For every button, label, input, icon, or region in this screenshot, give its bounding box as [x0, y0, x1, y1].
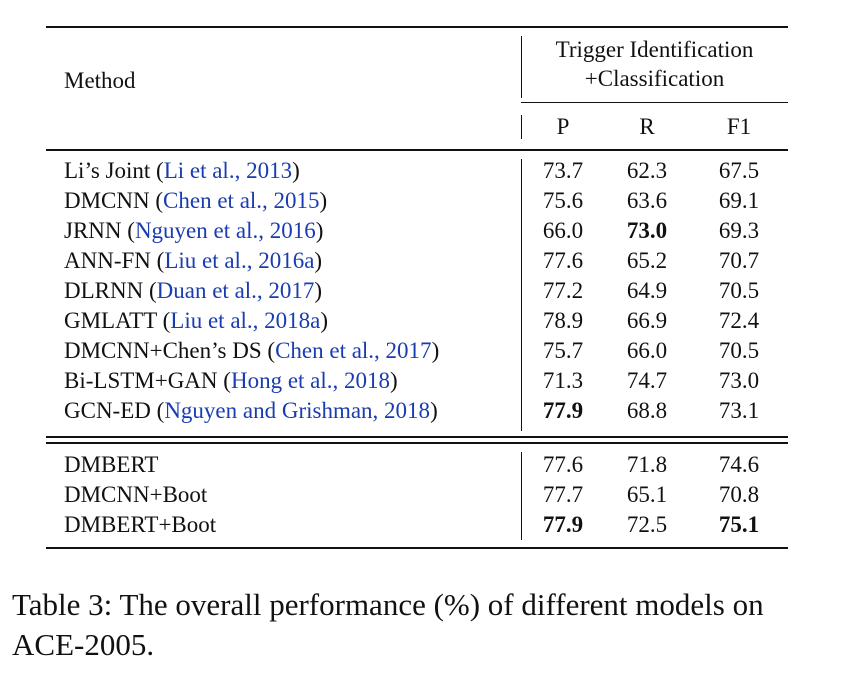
citation-link[interactable]: Duan et al., 2017	[156, 278, 315, 303]
p-value: 75.7	[542, 338, 584, 363]
method-header: Method	[64, 68, 136, 93]
method-cell: ANN-FN (Liu et al., 2016a)	[64, 248, 323, 273]
group-header-line1: Trigger Identification	[555, 37, 754, 62]
f1-value: 70.5	[718, 338, 760, 363]
p-value-best: 77.9	[542, 398, 584, 423]
p-value: 77.6	[542, 452, 584, 477]
f1-value: 70.5	[718, 278, 760, 303]
r-value: 72.5	[626, 512, 668, 537]
p-value: 75.6	[542, 188, 584, 213]
subheader-vline	[521, 115, 522, 139]
r-value: 66.9	[626, 308, 668, 333]
p-value: 77.6	[542, 248, 584, 273]
r-value: 65.2	[626, 248, 668, 273]
citation-link[interactable]: Hong et al., 2018	[230, 368, 391, 393]
col-header-p: P	[556, 114, 570, 139]
f1-value: 70.8	[718, 482, 760, 507]
citation-link[interactable]: Chen et al., 2015	[163, 188, 320, 213]
method-cell: DMCNN+Boot	[64, 482, 208, 507]
r-value: 68.8	[626, 398, 668, 423]
p-value: 78.9	[542, 308, 584, 333]
group-header-line2: +Classification	[584, 66, 725, 91]
p-value: 66.0	[542, 218, 584, 243]
method-cell: DMBERT+Boot	[64, 512, 217, 537]
citation-link[interactable]: Chen et al., 2017	[275, 338, 432, 363]
method-cell: DMBERT	[64, 452, 159, 477]
citation-link[interactable]: Nguyen et al., 2016	[134, 218, 316, 243]
r-value: 66.0	[626, 338, 668, 363]
group-header-underline	[521, 102, 788, 103]
col-header-f1: F1	[726, 114, 752, 139]
p-value: 73.7	[542, 158, 584, 183]
f1-value-best: 75.1	[718, 512, 760, 537]
f1-value: 69.3	[718, 218, 760, 243]
bottom-rule	[46, 547, 788, 549]
group1-vline	[521, 159, 522, 431]
col-header-r: R	[639, 114, 655, 139]
r-value-best: 73.0	[626, 218, 668, 243]
r-value: 71.8	[626, 452, 668, 477]
citation-link[interactable]: Liu et al., 2016a	[164, 248, 315, 273]
method-cell: Li’s Joint (Li et al., 2013)	[64, 158, 300, 183]
citation-link[interactable]: Li et al., 2013	[163, 158, 293, 183]
p-value-best: 77.9	[542, 512, 584, 537]
top-rule	[46, 26, 788, 28]
f1-value: 73.1	[718, 398, 760, 423]
header-bottom-rule	[46, 149, 788, 151]
group2-vline	[521, 452, 522, 540]
r-value: 65.1	[626, 482, 668, 507]
p-value: 77.2	[542, 278, 584, 303]
method-cell: DLRNN (Duan et al., 2017)	[64, 278, 323, 303]
method-cell: Bi-LSTM+GAN (Hong et al., 2018)	[64, 368, 398, 393]
r-value: 74.7	[626, 368, 668, 393]
table-caption: Table 3: The overall performance (%) of …	[12, 587, 764, 662]
method-cell: DMCNN (Chen et al., 2015)	[64, 188, 328, 213]
method-cell: GCN-ED (Nguyen and Grishman, 2018)	[64, 398, 438, 423]
f1-value: 67.5	[718, 158, 760, 183]
p-value: 71.3	[542, 368, 584, 393]
f1-value: 72.4	[718, 308, 760, 333]
citation-link[interactable]: Liu et al., 2018a	[170, 308, 321, 333]
r-value: 62.3	[626, 158, 668, 183]
f1-value: 73.0	[718, 368, 760, 393]
citation-link[interactable]: Nguyen and Grishman, 2018	[164, 398, 431, 423]
method-cell: GMLATT (Liu et al., 2018a)	[64, 308, 329, 333]
method-cell: DMCNN+Chen’s DS (Chen et al., 2017)	[64, 338, 440, 363]
f1-value: 74.6	[718, 452, 760, 477]
double-rule-a	[46, 436, 788, 438]
f1-value: 70.7	[718, 248, 760, 273]
r-value: 63.6	[626, 188, 668, 213]
p-value: 77.7	[542, 482, 584, 507]
method-cell: JRNN (Nguyen et al., 2016)	[64, 218, 324, 243]
f1-value: 69.1	[718, 188, 760, 213]
r-value: 64.9	[626, 278, 668, 303]
double-rule-b	[46, 442, 788, 444]
header-vline	[521, 36, 522, 98]
